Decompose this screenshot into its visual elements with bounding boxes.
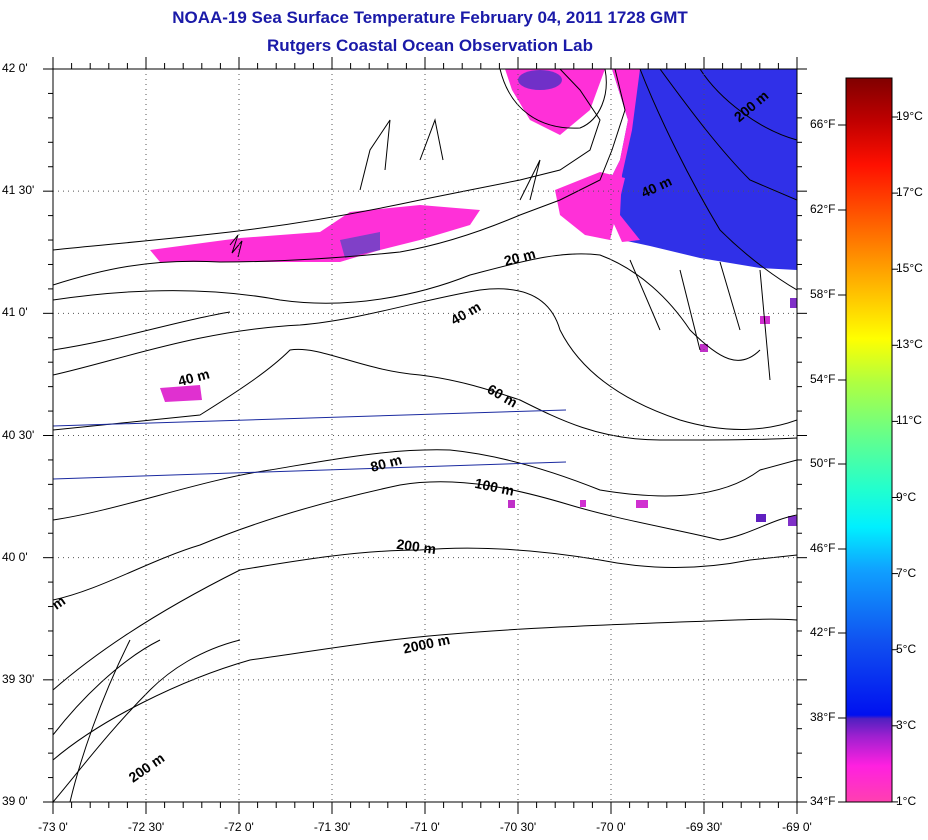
longitude-label: -73 0' [38, 820, 68, 834]
celsius-label: 9°C [896, 489, 917, 504]
fahrenheit-label: 66°F [810, 117, 836, 131]
longitude-label: -69 30' [685, 820, 723, 834]
sst-patch-offshore-gulf [605, 69, 797, 270]
fahrenheit-label: 62°F [810, 202, 836, 216]
celsius-label: 3°C [896, 717, 917, 732]
celsius-label: 7°C [896, 565, 917, 580]
celsius-label: 11°C [896, 413, 922, 428]
fahrenheit-label: 50°F [810, 456, 836, 470]
longitude-label: -71 30' [313, 820, 351, 834]
contour-label: 100 m [473, 475, 515, 499]
contour-label: 200 m [396, 536, 438, 557]
contour-labels: 200 m 40 m 20 m 40 m 40 m 60 m 80 m 100 … [49, 87, 772, 785]
fahrenheit-label: 42°F [810, 625, 836, 639]
latitude-label: 41 0' [2, 305, 28, 320]
celsius-label: 5°C [896, 641, 917, 656]
celsius-label: 1°C [896, 793, 917, 808]
celsius-label: 13°C [896, 337, 923, 352]
contour-100m [53, 481, 797, 601]
contour-200m [53, 547, 797, 691]
satellite-track-1 [52, 409, 567, 427]
celsius-label: 17°C [896, 185, 923, 200]
longitude-label: -72 0' [224, 820, 254, 834]
latitude-label: 42 0' [2, 61, 28, 75]
map-title: NOAA-19 Sea Surface Temperature February… [172, 8, 688, 27]
fahrenheit-label: 34°F [810, 794, 836, 808]
contour-200m-south [53, 639, 241, 802]
latitude-label: 39 30' [2, 671, 35, 686]
contour-label: 80 m [369, 451, 404, 475]
sst-patch-sound [150, 205, 480, 262]
fahrenheit-label: 54°F [810, 372, 836, 386]
longitude-label: -69 0' [782, 820, 812, 834]
contour-80m [53, 449, 797, 521]
latitude-label: 39 0' [2, 794, 28, 808]
contour-label: 20 m [502, 245, 537, 269]
longitude-label: -70 0' [596, 820, 626, 834]
contour-label: 40 m [176, 365, 211, 389]
sst-patch-buzzards [555, 172, 625, 240]
sst-data-layer [150, 69, 797, 526]
celsius-label: 19°C [896, 109, 923, 123]
contour-40m [53, 288, 797, 430]
latitude-label: 40 0' [2, 549, 28, 564]
satellite-track-2 [52, 461, 567, 480]
map-subtitle: Rutgers Coastal Ocean Observation Lab [267, 36, 593, 55]
colorbar [845, 77, 893, 803]
contour-label: 2000 m [402, 631, 452, 657]
latitude-label: 41 30' [2, 183, 35, 198]
latitude-label: 40 30' [2, 427, 35, 442]
fahrenheit-label: 46°F [810, 541, 836, 555]
longitude-label: -72 30' [127, 820, 165, 834]
longitude-label: -70 30' [499, 820, 537, 834]
contour-label: m [49, 592, 68, 612]
celsius-label: 15°C [896, 261, 923, 276]
fahrenheit-label: 58°F [810, 287, 836, 301]
fahrenheit-label: 38°F [810, 710, 836, 724]
contour-label: 60 m [485, 381, 521, 411]
longitude-label: -71 0' [410, 820, 440, 834]
contour-20m [53, 253, 761, 361]
map-frame [43, 57, 898, 814]
coastline [53, 69, 626, 286]
contour-60m [53, 348, 797, 441]
bathymetry-contours [53, 69, 797, 802]
contour-40m-inner [53, 311, 231, 351]
contour-2000m [53, 618, 797, 761]
